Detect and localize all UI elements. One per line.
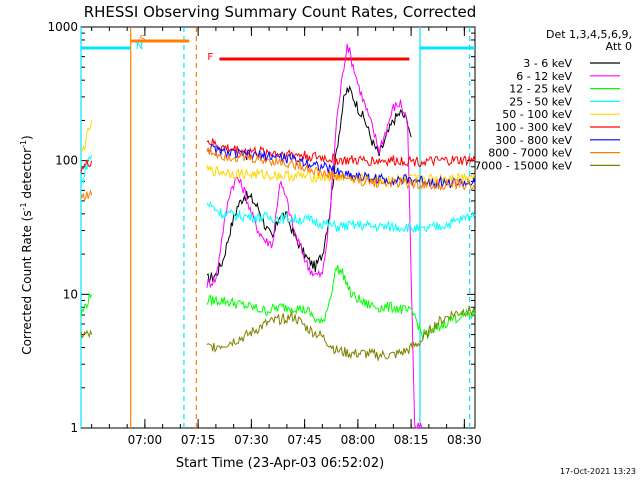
legend-label: 12 - 25 keV — [509, 83, 572, 96]
series-line — [206, 138, 476, 168]
legend-label: 6 - 12 keV — [516, 70, 572, 83]
series-line — [80, 154, 93, 185]
plot-layer: 1 10 100 1000 07:00 07:15 07:30 07:45 08:00 08:15… — [47, 20, 481, 447]
x-tick-label: 07:15 — [181, 433, 216, 447]
legend-label: 7000 - 15000 keV — [474, 159, 572, 172]
legend-header-2: Att 0 — [606, 40, 632, 53]
legend-label: 300 - 800 keV — [495, 134, 572, 147]
y-axis-label: Corrected Count Rate (s-1 detector-1) — [19, 135, 34, 354]
series-line — [80, 188, 93, 202]
legend-header-1: Det 1,3,4,5,6,9, — [546, 28, 632, 41]
plot-frame — [80, 26, 476, 429]
x-tick-label: 08:30 — [447, 433, 482, 447]
series-line — [206, 264, 476, 340]
legend-label: 800 - 7000 keV — [488, 147, 572, 160]
x-tick-label: 08:00 — [341, 433, 376, 447]
x-tick-label: 07:00 — [128, 433, 163, 447]
series-line — [206, 305, 476, 362]
series-line — [206, 43, 423, 429]
x-axis-label: Start Time (23-Apr-03 06:52:02) — [176, 456, 384, 471]
series-line — [80, 159, 93, 173]
x-tick-label: 07:30 — [234, 433, 269, 447]
legend-label: 100 - 300 keV — [495, 121, 572, 134]
series-line — [206, 146, 476, 192]
series-line — [206, 201, 476, 234]
legend-label: 25 - 50 keV — [509, 95, 572, 108]
flag-label: F — [207, 52, 213, 63]
y-tick-label: 100 — [55, 154, 78, 168]
chart-title: RHESSI Observing Summary Count Rates, Co… — [84, 3, 477, 21]
y-tick-label: 10 — [63, 287, 78, 301]
y-tick-label: 1 — [70, 421, 78, 435]
series-line — [80, 120, 93, 153]
series-line — [206, 85, 412, 283]
y-tick-label: 1000 — [47, 20, 78, 34]
flag-label: S — [139, 34, 145, 45]
x-tick-label: 07:45 — [287, 433, 322, 447]
flag-label: N — [136, 41, 143, 52]
series-line — [80, 293, 93, 317]
legend-label: 3 - 6 keV — [523, 57, 572, 70]
series-line — [206, 164, 476, 186]
series-line — [80, 329, 93, 339]
legend-label: 50 - 100 keV — [502, 108, 572, 121]
timestamp: 17-Oct-2021 13:23 — [560, 467, 636, 476]
x-tick-label: 08:15 — [394, 433, 429, 447]
